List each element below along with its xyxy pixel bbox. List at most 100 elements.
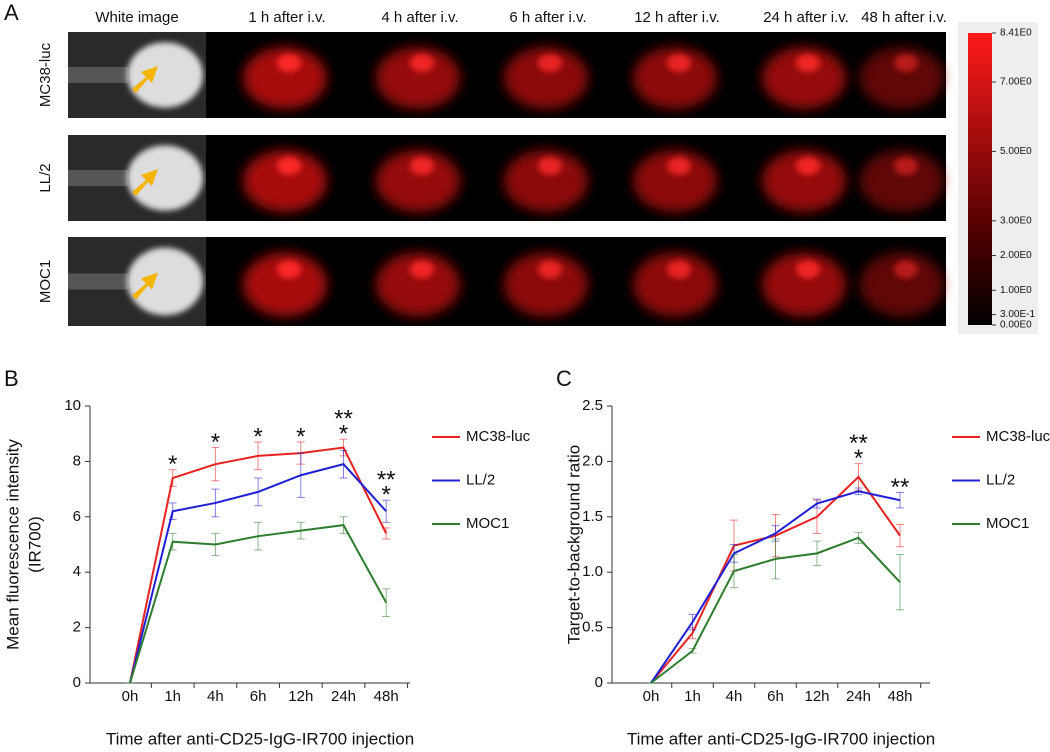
arrow	[132, 272, 158, 300]
column-label: 1 h after i.v.	[248, 9, 325, 26]
series-line	[129, 446, 388, 684]
y-tick-label: 0.5	[582, 619, 603, 636]
colorbar	[968, 33, 992, 325]
fluorescence-hotspot	[277, 157, 301, 175]
y-tick-label: 8	[73, 452, 81, 469]
legend-label: MOC1	[466, 515, 509, 532]
colorbar-tick-label: 0.00E0	[1000, 320, 1032, 331]
panel-label: B	[4, 366, 19, 391]
fluorescence-body	[762, 150, 846, 212]
column-label: 12 h after i.v.	[634, 9, 720, 26]
fluorescence-body	[504, 252, 588, 317]
fluorescence-body	[376, 150, 460, 212]
significance-marker: *	[339, 421, 348, 448]
mouse-tail	[68, 67, 128, 83]
fluorescence-body	[860, 47, 944, 109]
x-tick-label: 24h	[846, 688, 871, 705]
fluorescence-body	[762, 252, 846, 317]
fluorescence-hotspot	[894, 54, 918, 72]
legend-label: MC38-luc	[986, 428, 1050, 445]
series-line	[650, 475, 901, 684]
significance-marker: *	[253, 423, 262, 450]
colorbar-tick-label: 3.00E0	[1000, 215, 1032, 226]
fluorescence-hotspot	[667, 54, 691, 72]
colorbar-tick-label: 1.00E0	[1000, 285, 1032, 296]
series-line	[129, 463, 387, 684]
y-tick-label: 1.5	[582, 508, 603, 525]
fluorescence-body	[376, 47, 460, 109]
mouse-tail	[68, 273, 128, 290]
fluorescence-hotspot	[410, 260, 434, 279]
x-tick-label: 1h	[684, 688, 701, 705]
y-tick-label: 0	[73, 674, 81, 691]
significance-marker: *	[296, 423, 305, 450]
fluorescence-hotspot	[796, 157, 820, 175]
fluorescence-body	[504, 47, 588, 109]
x-tick-label: 12h	[804, 688, 829, 705]
colorbar-tick-label: 2.00E0	[1000, 250, 1032, 261]
y-tick-label: 2.0	[582, 452, 603, 469]
significance-marker: *	[854, 445, 863, 472]
y-tick-label: 2	[73, 619, 81, 636]
y-axis-label: (IR700)	[25, 516, 44, 573]
legend-label: LL/2	[986, 471, 1015, 488]
legend-label: MOC1	[986, 515, 1029, 532]
fluorescence-body	[762, 47, 846, 109]
column-label: White image	[95, 9, 178, 26]
significance-marker: **	[377, 467, 396, 494]
x-tick-label: 0h	[643, 688, 660, 705]
mouse-body	[127, 247, 203, 316]
y-tick-label: 1.0	[582, 563, 603, 580]
series-line	[129, 524, 388, 684]
x-tick-label: 6h	[767, 688, 784, 705]
significance-marker: *	[382, 482, 391, 509]
y-tick-label: 0	[595, 674, 603, 691]
column-label: 6 h after i.v.	[509, 9, 586, 26]
x-tick-label: 6h	[250, 688, 267, 705]
y-tick-label: 2.5	[582, 397, 603, 414]
row-label: MOC1	[37, 260, 54, 303]
x-axis-label: Time after anti-CD25-IgG-IR700 injection	[106, 729, 414, 748]
panel-label: C	[556, 366, 572, 391]
legend-label: LL/2	[466, 471, 495, 488]
significance-marker: **	[891, 474, 910, 501]
fluorescence-body	[633, 150, 717, 212]
fluorescence-hotspot	[538, 54, 562, 72]
row-label: LL/2	[37, 163, 54, 192]
colorbar-tick-label: 8.41E0	[1000, 28, 1032, 39]
column-label: 24 h after i.v.	[763, 9, 849, 26]
fluorescence-hotspot	[894, 260, 918, 279]
mouse-tail	[68, 170, 128, 186]
fluorescence-hotspot	[410, 157, 434, 175]
x-tick-label: 0h	[122, 688, 139, 705]
series-line	[650, 536, 901, 684]
fluorescence-hotspot	[277, 260, 301, 279]
fluorescence-hotspot	[667, 260, 691, 279]
fluorescence-body	[243, 150, 327, 212]
x-axis-label: Time after anti-CD25-IgG-IR700 injection	[627, 729, 935, 748]
fluorescence-body	[860, 150, 944, 212]
fluorescence-hotspot	[538, 260, 562, 279]
fluorescence-hotspot	[796, 54, 820, 72]
panel-label: A	[4, 0, 19, 25]
arrow	[132, 66, 158, 93]
fluorescence-hotspot	[538, 157, 562, 175]
fluorescence-body	[376, 252, 460, 317]
y-axis-label: Target-to-background ratio	[564, 445, 583, 644]
fluorescence-hotspot	[277, 54, 301, 72]
significance-marker: *	[211, 429, 220, 456]
x-tick-label: 1h	[164, 688, 181, 705]
mouse-body	[127, 42, 203, 108]
fluorescence-hotspot	[667, 157, 691, 175]
fluorescence-body	[243, 47, 327, 109]
fluorescence-hotspot	[894, 157, 918, 175]
significance-marker: **	[849, 430, 868, 457]
y-tick-label: 6	[73, 508, 81, 525]
colorbar-tick-label: 7.00E0	[1000, 77, 1032, 88]
column-label: 4 h after i.v.	[381, 9, 458, 26]
fluorescence-body	[633, 252, 717, 317]
fluorescence-body	[860, 252, 944, 317]
colorbar-tick-label: 5.00E0	[1000, 146, 1032, 157]
x-tick-label: 4h	[207, 688, 224, 705]
fluorescence-body	[243, 252, 327, 317]
